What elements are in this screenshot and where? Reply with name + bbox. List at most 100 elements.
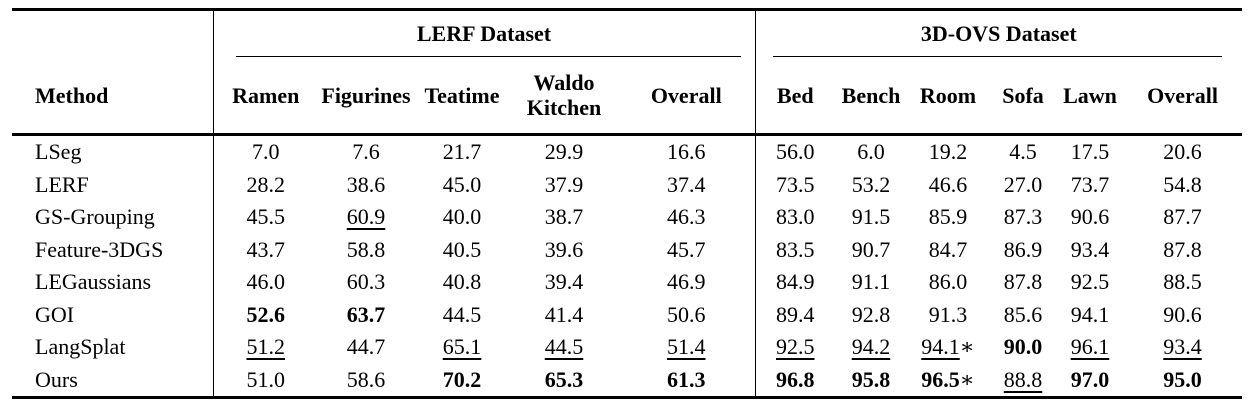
results-table: LERF Dataset 3D-OVS Dataset Method Ramen… xyxy=(12,8,1243,399)
table-cell: 28.2 xyxy=(246,171,286,197)
table-row: LangSplat 51.2 44.7 65.1 44.5 51.4 92.5 … xyxy=(12,331,1242,364)
table-cell: 40.8 xyxy=(442,269,482,294)
table-cell: 46.6 xyxy=(928,171,968,197)
group-header-row: LERF Dataset 3D-OVS Dataset xyxy=(12,9,1242,57)
table-cell: 39.4 xyxy=(544,269,584,294)
table-row: GS-Grouping 45.5 60.9 40.0 38.7 46.3 83.… xyxy=(12,201,1242,234)
table-cell: 87.8 xyxy=(1003,269,1043,294)
cmidrule-3dovs xyxy=(772,55,1223,57)
table-cell: 17.5 xyxy=(1070,139,1110,164)
method-cell: LEGaussians xyxy=(12,266,214,299)
table-cell: 84.7 xyxy=(928,236,968,262)
table-cell: 43.7 xyxy=(246,236,286,262)
table-cell: 85.6 xyxy=(1003,301,1043,327)
table-cell: 46.0 xyxy=(246,269,286,294)
table-cell: 7.0 xyxy=(252,139,280,164)
table-row: Ours 51.0 58.6 70.2 65.3 61.3 96.8 95.8 … xyxy=(12,363,1242,398)
table-cell: 4.5 xyxy=(1009,139,1037,164)
column-header-method: Method xyxy=(12,57,214,136)
column-header-bed: Bed xyxy=(755,57,835,136)
table-cell: 37.9 xyxy=(544,171,584,197)
table-cell: 58.6 xyxy=(346,366,386,392)
column-header-figurines: Figurines xyxy=(318,57,414,136)
table-cell: 65.1 xyxy=(442,334,482,359)
table-cell: 54.8 xyxy=(1163,171,1202,197)
table-cell: 52.6 xyxy=(246,301,286,327)
table-cell: 91.3 xyxy=(928,301,968,327)
table-cell: 19.2 xyxy=(928,139,968,164)
table-cell: 96.8 xyxy=(776,366,815,392)
column-header-ovs-overall: Overall xyxy=(1123,57,1243,136)
table-cell: 16.6 xyxy=(618,134,756,169)
column-header-lawn: Lawn xyxy=(1057,57,1123,136)
table-cell: 63.7 xyxy=(346,301,386,327)
table-cell: 46.3 xyxy=(618,201,756,234)
table-cell: 84.9 xyxy=(776,269,815,294)
table-cell: 51.2 xyxy=(246,334,286,359)
table-cell: 91.1 xyxy=(851,269,891,294)
table-cell: 93.4 xyxy=(1070,236,1110,262)
table-cell: 97.0 xyxy=(1070,366,1110,392)
table-cell: 88.8 xyxy=(1003,366,1043,392)
column-header-row: Method Ramen Figurines Teatime Waldo Kit… xyxy=(12,57,1243,136)
table-cell: 60.9 xyxy=(346,204,386,229)
table-cell: 38.6 xyxy=(346,171,386,197)
column-header-waldo-kitchen: Waldo Kitchen xyxy=(510,57,618,136)
cell-value: 96.5 xyxy=(921,366,960,392)
asterisk-marker: ∗ xyxy=(959,334,975,359)
table-cell: 50.6 xyxy=(618,298,756,331)
table-cell: 92.8 xyxy=(851,301,891,327)
table-cell: 95.8 xyxy=(851,366,891,392)
table-cell: 56.0 xyxy=(776,139,815,164)
table-row: GOI 52.6 63.7 44.5 41.4 50.6 89.4 92.8 9… xyxy=(12,298,1242,331)
group-header-lerf: LERF Dataset xyxy=(213,9,756,57)
table-cell: 46.9 xyxy=(618,266,756,299)
column-header-lerf-overall: Overall xyxy=(618,57,756,136)
group-header-3dovs: 3D-OVS Dataset xyxy=(755,10,1242,57)
table-cell: 93.4 xyxy=(1163,334,1202,359)
table-cell: 96.1 xyxy=(1070,334,1110,359)
table-cell: 40.0 xyxy=(442,204,482,229)
table-cell: 85.9 xyxy=(928,204,968,229)
table-cell: 44.5 xyxy=(544,334,584,359)
table-cell: 89.4 xyxy=(776,301,815,327)
table-cell: 20.6 xyxy=(1163,139,1202,164)
method-cell: GS-Grouping xyxy=(12,201,214,234)
method-cell: LangSplat xyxy=(12,331,214,364)
table-cell: 83.0 xyxy=(776,204,815,229)
table-cell: 94.1 xyxy=(1070,301,1110,327)
table-cell: 40.5 xyxy=(442,236,482,262)
table-cell: 53.2 xyxy=(851,171,891,197)
table-cell: 38.7 xyxy=(544,204,584,229)
table-cell: 92.5 xyxy=(1070,269,1110,294)
table-cell: 90.6 xyxy=(1070,204,1110,229)
table-cell: 91.5 xyxy=(851,204,891,229)
table-row: LSeg 7.0 7.6 21.7 29.9 16.6 56.0 6.0 19.… xyxy=(12,134,1242,169)
table-cell: 39.6 xyxy=(544,236,584,262)
table-cell: 21.7 xyxy=(442,139,482,164)
asterisk-marker: ∗ xyxy=(959,366,975,392)
column-header-room: Room xyxy=(907,57,989,136)
table-cell: 60.3 xyxy=(346,269,386,294)
table-cell: 44.5 xyxy=(442,301,482,327)
table-row: LEGaussians 46.0 60.3 40.8 39.4 46.9 84.… xyxy=(12,266,1242,299)
table-cell: 65.3 xyxy=(544,366,584,392)
method-cell: GOI xyxy=(12,298,214,331)
table-cell: 27.0 xyxy=(1003,171,1043,197)
method-header-spacer xyxy=(12,9,214,57)
group-label: 3D-OVS Dataset xyxy=(920,21,1077,46)
table-cell: 95.0 xyxy=(1163,366,1202,392)
table-cell: 58.8 xyxy=(346,236,386,262)
column-header-ramen: Ramen xyxy=(213,57,318,136)
table-cell: 61.3 xyxy=(618,363,756,398)
table-cell: 45.0 xyxy=(442,171,482,197)
table-cell: 96.5∗ xyxy=(907,364,989,398)
table-cell: 86.0 xyxy=(928,269,968,294)
table-cell: 94.1∗ xyxy=(907,331,989,364)
table-cell: 88.5 xyxy=(1163,269,1202,294)
method-cell: LSeg xyxy=(12,134,214,169)
column-header-teatime: Teatime xyxy=(414,57,510,136)
table-cell: 41.4 xyxy=(544,301,584,327)
table-cell: 70.2 xyxy=(442,366,482,392)
table-cell: 6.0 xyxy=(857,139,885,164)
